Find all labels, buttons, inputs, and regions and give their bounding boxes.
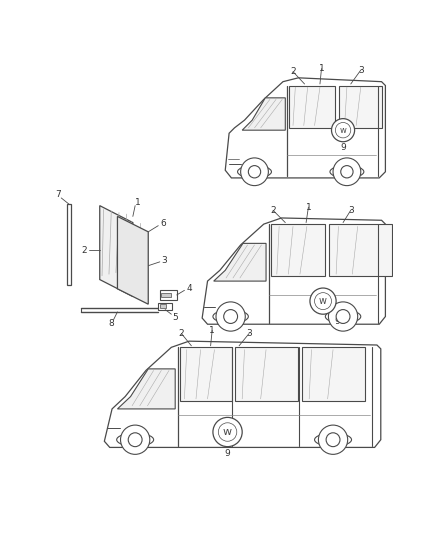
Circle shape [224,310,237,324]
Ellipse shape [314,433,352,446]
Text: 9: 9 [334,317,340,326]
Circle shape [128,433,142,447]
Circle shape [328,302,358,331]
Text: 5: 5 [172,313,178,322]
Polygon shape [242,98,285,130]
Text: 2: 2 [270,206,276,215]
Circle shape [341,166,353,178]
Text: 2: 2 [179,329,184,338]
Bar [289,85,336,128]
Bar [302,348,365,401]
Text: w: w [339,126,346,135]
Text: 3: 3 [358,66,364,75]
Ellipse shape [117,433,154,446]
Polygon shape [225,78,385,178]
Text: 1: 1 [318,64,325,73]
Circle shape [213,417,242,447]
Polygon shape [202,218,385,324]
Ellipse shape [330,166,364,178]
Text: 7: 7 [55,190,61,199]
Bar [158,303,172,310]
Text: 1: 1 [135,198,141,207]
Text: 3: 3 [162,256,167,265]
Polygon shape [100,206,133,296]
Circle shape [314,293,332,310]
Circle shape [318,425,348,454]
Text: w: w [319,296,327,306]
Circle shape [120,425,150,454]
Ellipse shape [325,310,361,323]
Ellipse shape [213,310,248,323]
Bar [160,290,177,300]
Text: 2: 2 [81,246,87,255]
Text: 2: 2 [290,67,296,76]
Text: w: w [223,427,232,437]
Text: 9: 9 [225,449,230,458]
Circle shape [336,123,351,138]
Circle shape [333,158,361,185]
Bar [180,348,232,401]
Text: 3: 3 [246,329,252,338]
Text: 6: 6 [160,219,166,228]
Circle shape [326,433,340,447]
Bar [67,204,71,285]
Bar [235,348,298,401]
Circle shape [332,119,355,142]
Bar [339,85,381,128]
Text: 9: 9 [340,143,346,151]
Bar [161,293,170,297]
Circle shape [216,302,245,331]
Bar [160,304,166,308]
Bar [272,224,325,277]
Circle shape [218,423,237,441]
Polygon shape [214,244,266,281]
Polygon shape [117,369,175,409]
Polygon shape [117,216,148,304]
Polygon shape [104,341,381,447]
Text: 4: 4 [186,284,192,293]
Circle shape [336,310,350,324]
Text: 1: 1 [209,326,215,335]
Text: 8: 8 [109,319,114,328]
Ellipse shape [237,166,272,178]
Bar [329,224,392,277]
Text: 1: 1 [306,203,311,212]
Circle shape [310,288,336,314]
Circle shape [248,166,261,178]
Text: 3: 3 [348,206,353,215]
Circle shape [240,158,268,185]
